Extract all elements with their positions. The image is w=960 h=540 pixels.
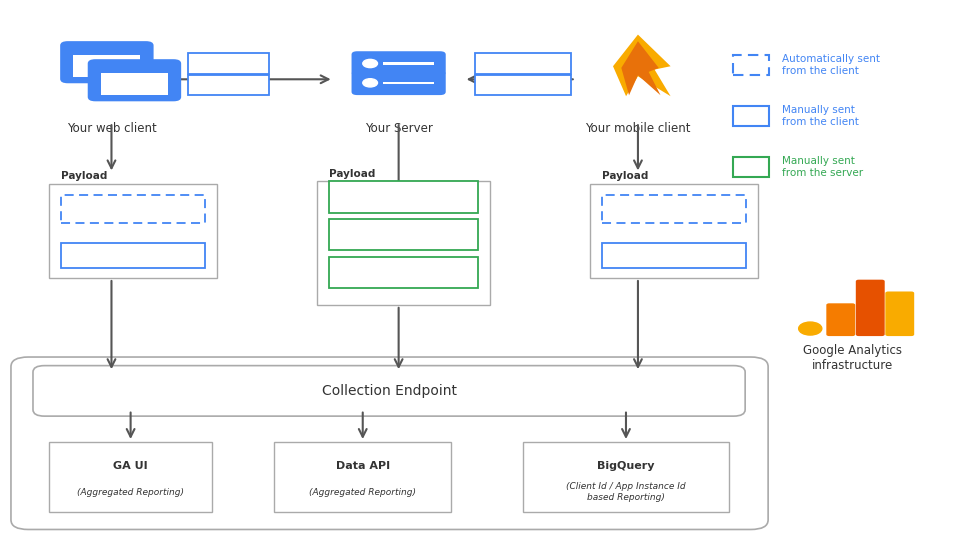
Text: Event Data: Event Data bbox=[106, 251, 160, 260]
Polygon shape bbox=[613, 35, 671, 96]
Text: Your Server: Your Server bbox=[365, 122, 433, 135]
FancyBboxPatch shape bbox=[732, 157, 769, 177]
FancyBboxPatch shape bbox=[87, 59, 181, 102]
Text: Your web client: Your web client bbox=[66, 122, 156, 135]
Text: Collection Endpoint: Collection Endpoint bbox=[322, 384, 457, 398]
Text: GA UI: GA UI bbox=[113, 461, 148, 471]
FancyBboxPatch shape bbox=[885, 292, 914, 336]
Text: Manually sent
from the client: Manually sent from the client bbox=[781, 105, 858, 126]
FancyBboxPatch shape bbox=[49, 442, 212, 512]
Text: Payload: Payload bbox=[60, 171, 108, 181]
FancyBboxPatch shape bbox=[73, 55, 140, 77]
FancyBboxPatch shape bbox=[475, 53, 571, 74]
Text: Payload: Payload bbox=[328, 168, 375, 179]
FancyBboxPatch shape bbox=[827, 303, 855, 336]
FancyBboxPatch shape bbox=[475, 75, 571, 96]
Text: BigQuery: BigQuery bbox=[597, 461, 655, 471]
Text: Server Data: Server Data bbox=[376, 268, 430, 276]
Circle shape bbox=[363, 59, 377, 68]
Text: App Instance Id: App Instance Id bbox=[485, 59, 562, 69]
Text: Event Data: Event Data bbox=[646, 251, 701, 260]
FancyBboxPatch shape bbox=[383, 63, 434, 64]
FancyBboxPatch shape bbox=[60, 41, 154, 83]
FancyBboxPatch shape bbox=[602, 242, 746, 268]
FancyBboxPatch shape bbox=[188, 53, 270, 74]
Text: Your mobile client: Your mobile client bbox=[586, 122, 690, 135]
Text: Automatically sent
from the client: Automatically sent from the client bbox=[781, 54, 879, 76]
FancyBboxPatch shape bbox=[328, 181, 478, 213]
Text: (Aggregated Reporting): (Aggregated Reporting) bbox=[77, 488, 184, 497]
Text: Client Id: Client Id bbox=[208, 59, 249, 69]
FancyBboxPatch shape bbox=[33, 366, 745, 416]
FancyBboxPatch shape bbox=[383, 82, 434, 84]
Text: Event Data: Event Data bbox=[202, 80, 256, 90]
FancyBboxPatch shape bbox=[523, 442, 729, 512]
FancyBboxPatch shape bbox=[49, 184, 217, 278]
Circle shape bbox=[363, 79, 377, 87]
Circle shape bbox=[799, 322, 822, 335]
FancyBboxPatch shape bbox=[328, 219, 478, 250]
FancyBboxPatch shape bbox=[328, 256, 478, 288]
FancyBboxPatch shape bbox=[351, 71, 445, 95]
FancyBboxPatch shape bbox=[590, 184, 757, 278]
Text: (Client Id / App Instance Id
based Reporting): (Client Id / App Instance Id based Repor… bbox=[566, 483, 685, 502]
FancyBboxPatch shape bbox=[60, 242, 205, 268]
Text: Client Id: Client Id bbox=[112, 204, 154, 214]
Text: App Instance Id: App Instance Id bbox=[638, 204, 709, 213]
Text: Google Analytics
infrastructure: Google Analytics infrastructure bbox=[803, 344, 901, 372]
FancyBboxPatch shape bbox=[351, 51, 445, 76]
FancyBboxPatch shape bbox=[732, 55, 769, 75]
Text: Manually sent
from the server: Manually sent from the server bbox=[781, 156, 863, 178]
FancyBboxPatch shape bbox=[101, 73, 168, 95]
Text: Event Data: Event Data bbox=[378, 230, 428, 239]
Text: Data API: Data API bbox=[336, 461, 390, 471]
Text: (Aggregated Reporting): (Aggregated Reporting) bbox=[309, 488, 417, 497]
Text: Payload: Payload bbox=[602, 171, 648, 181]
FancyBboxPatch shape bbox=[60, 195, 205, 222]
FancyBboxPatch shape bbox=[602, 195, 746, 222]
FancyBboxPatch shape bbox=[275, 442, 451, 512]
Polygon shape bbox=[621, 41, 660, 95]
FancyBboxPatch shape bbox=[317, 181, 490, 305]
Text: Event Data: Event Data bbox=[495, 80, 550, 90]
FancyBboxPatch shape bbox=[188, 75, 270, 96]
Text: Client Id /
App Instance Id: Client Id / App Instance Id bbox=[369, 187, 439, 207]
FancyBboxPatch shape bbox=[855, 280, 885, 336]
FancyBboxPatch shape bbox=[732, 106, 769, 126]
